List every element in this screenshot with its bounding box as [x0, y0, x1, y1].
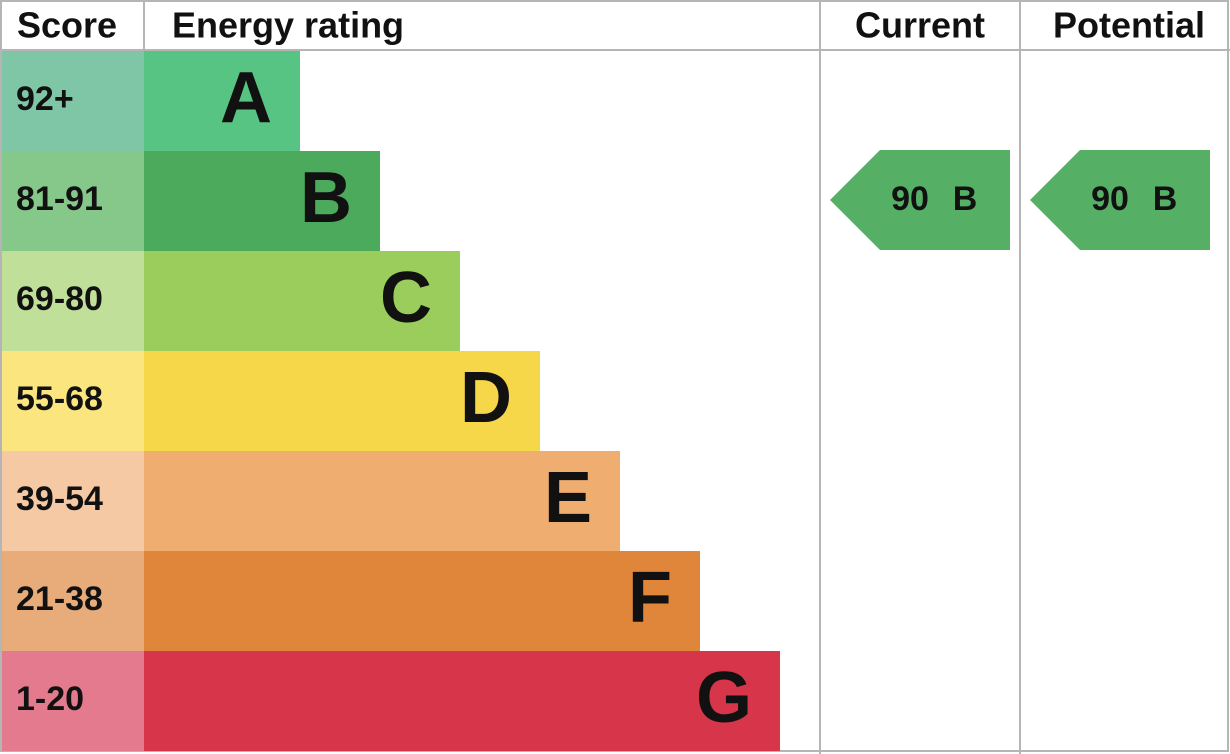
score-cell: [2, 51, 144, 151]
rating-bar: [144, 151, 380, 251]
score-cell: [2, 551, 144, 651]
rating-arrow: [1030, 150, 1210, 250]
score-cell: [2, 451, 144, 551]
rating-bar: [144, 651, 780, 751]
score-label: 81-91: [16, 180, 103, 218]
rating-bar: [144, 551, 700, 651]
score-label: 55-68: [16, 380, 103, 418]
arrow-value: 90: [1091, 180, 1129, 218]
header-rating: Energy rating: [172, 5, 404, 46]
rating-bar: [144, 451, 620, 551]
rating-letter: F: [628, 558, 672, 638]
score-cell: [2, 651, 144, 751]
rating-bar: [144, 351, 540, 451]
rating-letter: C: [380, 258, 432, 338]
rating-letter: D: [460, 358, 512, 438]
rating-letter: B: [300, 158, 352, 238]
rating-letter: A: [220, 58, 272, 138]
rating-arrow: [830, 150, 1010, 250]
score-cell: [2, 251, 144, 351]
score-label: 39-54: [16, 480, 103, 518]
rating-letter: G: [696, 658, 752, 738]
header-current: Current: [855, 5, 985, 46]
header-score: Score: [17, 5, 117, 46]
score-label: 1-20: [16, 680, 84, 718]
rating-bar: [144, 251, 460, 351]
score-label: 69-80: [16, 280, 103, 318]
score-label: 21-38: [16, 580, 103, 618]
rating-letter: E: [544, 458, 592, 538]
score-label: 92+: [16, 80, 74, 118]
header-potential: Potential: [1053, 5, 1205, 46]
arrow-value: 90: [891, 180, 929, 218]
rating-bar: [144, 51, 300, 151]
score-cell: [2, 151, 144, 251]
arrow-letter: B: [1153, 180, 1178, 218]
score-cell: [2, 351, 144, 451]
arrow-letter: B: [953, 180, 978, 218]
